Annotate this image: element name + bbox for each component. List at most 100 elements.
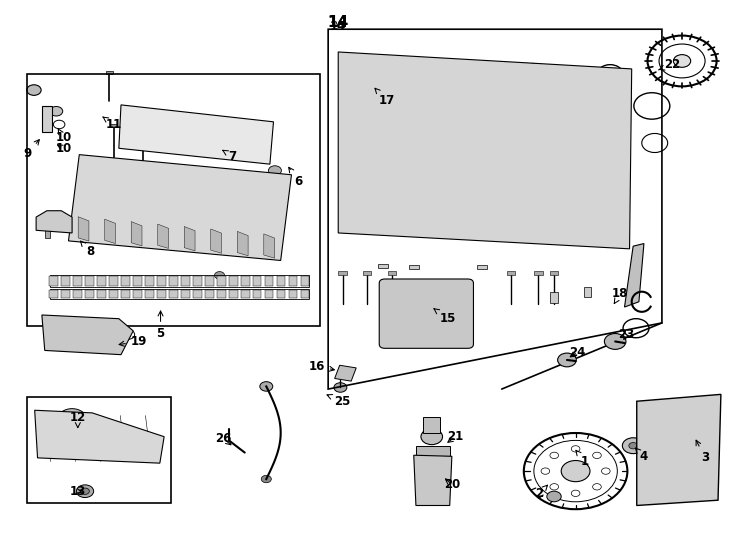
Text: 26: 26 [215, 432, 231, 445]
Circle shape [58, 409, 87, 430]
Bar [181, 276, 189, 286]
Polygon shape [636, 394, 721, 505]
Bar [253, 289, 261, 298]
Polygon shape [131, 221, 142, 246]
Circle shape [269, 166, 281, 176]
Bar [139, 129, 146, 132]
Polygon shape [105, 219, 115, 244]
Bar [378, 264, 388, 268]
Polygon shape [211, 229, 222, 253]
Bar [409, 265, 419, 269]
Bar [181, 289, 189, 298]
Text: 14: 14 [330, 20, 346, 33]
Text: 7: 7 [223, 150, 236, 163]
Text: 16: 16 [308, 360, 335, 373]
Circle shape [622, 438, 644, 454]
Bar [145, 289, 153, 298]
Text: 6: 6 [288, 167, 303, 187]
Bar [363, 271, 371, 275]
FancyBboxPatch shape [379, 279, 473, 348]
Bar [169, 289, 178, 298]
Bar [145, 276, 153, 286]
Text: 5: 5 [156, 311, 164, 340]
Bar [423, 417, 440, 433]
Bar [217, 289, 225, 298]
Text: 13: 13 [70, 485, 86, 498]
Polygon shape [34, 410, 164, 463]
Bar [121, 289, 130, 298]
Bar [193, 276, 202, 286]
Bar [157, 289, 166, 298]
Text: 14: 14 [327, 15, 349, 30]
Bar [51, 288, 310, 299]
Text: 23: 23 [618, 328, 634, 341]
Bar [241, 276, 250, 286]
Bar [229, 276, 238, 286]
Circle shape [629, 442, 637, 449]
Bar [229, 289, 238, 298]
Circle shape [673, 55, 691, 68]
Polygon shape [68, 154, 291, 260]
Bar [73, 289, 81, 298]
Bar [289, 276, 297, 286]
Text: 15: 15 [434, 309, 456, 325]
Bar [265, 276, 274, 286]
Circle shape [421, 429, 443, 444]
Bar [193, 289, 202, 298]
Bar [85, 289, 94, 298]
Bar [85, 276, 94, 286]
Bar [277, 289, 286, 298]
Polygon shape [184, 226, 195, 251]
Text: 22: 22 [658, 58, 680, 71]
Text: 17: 17 [375, 88, 395, 107]
Circle shape [562, 461, 590, 482]
Bar [253, 276, 261, 286]
Circle shape [260, 382, 273, 391]
Text: 2: 2 [536, 485, 548, 500]
Polygon shape [78, 217, 89, 241]
Bar [106, 71, 113, 74]
Bar [73, 276, 81, 286]
Bar [49, 276, 58, 286]
Polygon shape [42, 106, 52, 132]
Text: 1: 1 [576, 450, 589, 468]
Bar [97, 289, 106, 298]
Bar [584, 287, 591, 297]
Bar [121, 276, 130, 286]
Bar [49, 289, 58, 298]
Bar [277, 276, 286, 286]
Text: 11: 11 [103, 117, 122, 131]
Circle shape [214, 272, 225, 279]
Bar [205, 276, 214, 286]
Polygon shape [335, 365, 356, 381]
Text: 10: 10 [55, 142, 72, 155]
Polygon shape [36, 211, 72, 233]
Text: 20: 20 [444, 478, 460, 491]
Text: 4: 4 [636, 448, 647, 463]
Text: 3: 3 [696, 440, 709, 464]
Bar [477, 265, 487, 269]
Text: 12: 12 [70, 410, 86, 428]
Circle shape [426, 303, 448, 319]
Bar [217, 276, 225, 286]
Bar [109, 289, 117, 298]
Bar [301, 276, 310, 286]
Circle shape [50, 106, 62, 116]
Circle shape [414, 294, 459, 328]
Bar [416, 446, 451, 456]
Bar [506, 271, 515, 275]
Bar [338, 271, 347, 275]
Bar [51, 275, 310, 287]
Bar [97, 276, 106, 286]
Bar [110, 124, 117, 127]
Circle shape [76, 485, 94, 497]
Polygon shape [264, 234, 275, 258]
Bar [61, 289, 70, 298]
Bar [27, 74, 320, 326]
Text: 18: 18 [612, 287, 628, 303]
Circle shape [558, 353, 576, 367]
Circle shape [547, 491, 562, 502]
Circle shape [342, 61, 356, 71]
Text: 9: 9 [23, 140, 40, 160]
Circle shape [81, 488, 90, 495]
